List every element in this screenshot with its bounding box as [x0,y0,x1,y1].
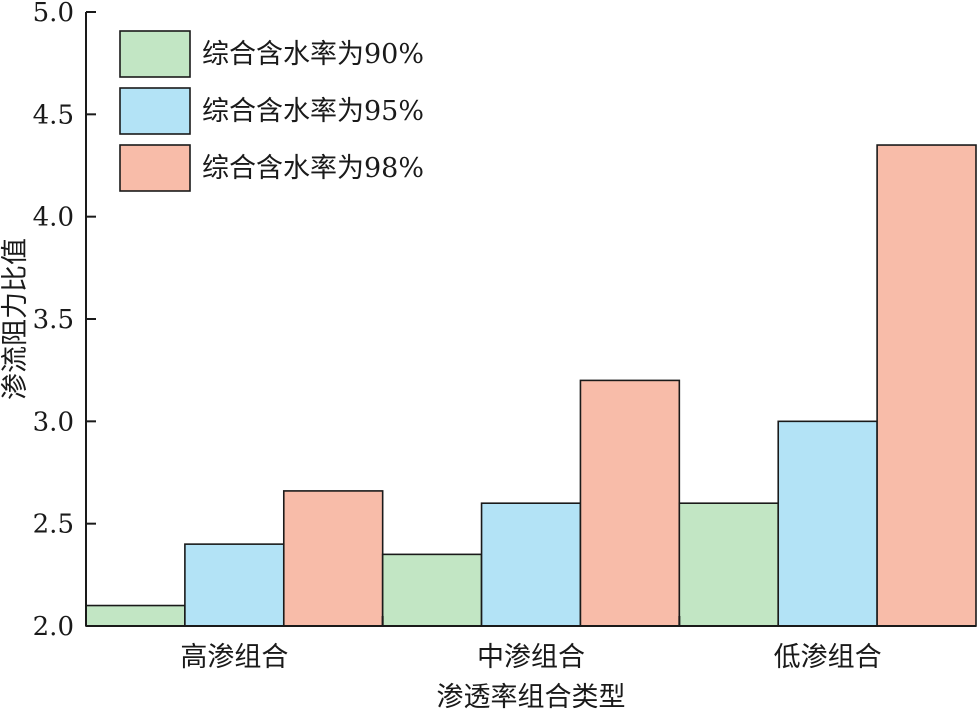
legend-label-3: 综合含水率为98% [202,153,424,184]
legend-label-2: 综合含水率为95% [202,96,424,127]
x-category-label: 高渗组合 [180,642,288,673]
y-tick-label: 4.0 [33,203,74,233]
bar-3-2 [777,420,878,627]
y-ticks-group: 2.0 2.5 3.0 3.5 4.0 4.5 5.0 [33,0,96,642]
y-tick-label: 3.0 [33,407,74,437]
legend: 综合含水率为90% 综合含水率为95% 综合含水率为98% [119,30,424,192]
y-tick-label: 2.5 [33,510,74,540]
legend-swatch-1 [119,30,191,78]
x-categories-group: 高渗组合 中渗组合 低渗组合 [180,616,882,673]
bar-3-3 [876,144,977,627]
legend-swatch-2 [119,87,191,135]
bar-1-3 [282,490,384,627]
y-tick-label: 5.0 [33,0,74,28]
legend-swatch-3 [119,144,191,192]
bar-2-3 [579,379,681,627]
y-axis-title: 渗流阻力比值 [0,238,31,400]
bar-2-2 [480,502,582,627]
bar-2-1 [381,553,483,627]
x-category-label: 低渗组合 [774,642,882,673]
x-category-label: 中渗组合 [477,642,585,673]
bar-3-1 [678,502,780,627]
bar-1-2 [184,543,285,627]
x-axis-title: 渗透率组合类型 [437,682,626,713]
y-tick-label: 2.0 [33,612,74,642]
legend-label-1: 综合含水率为90% [202,39,424,70]
bars-group [85,144,977,627]
y-tick-label: 3.5 [33,305,74,335]
y-tick-label: 4.5 [33,100,74,130]
bar-1-1 [85,604,186,627]
